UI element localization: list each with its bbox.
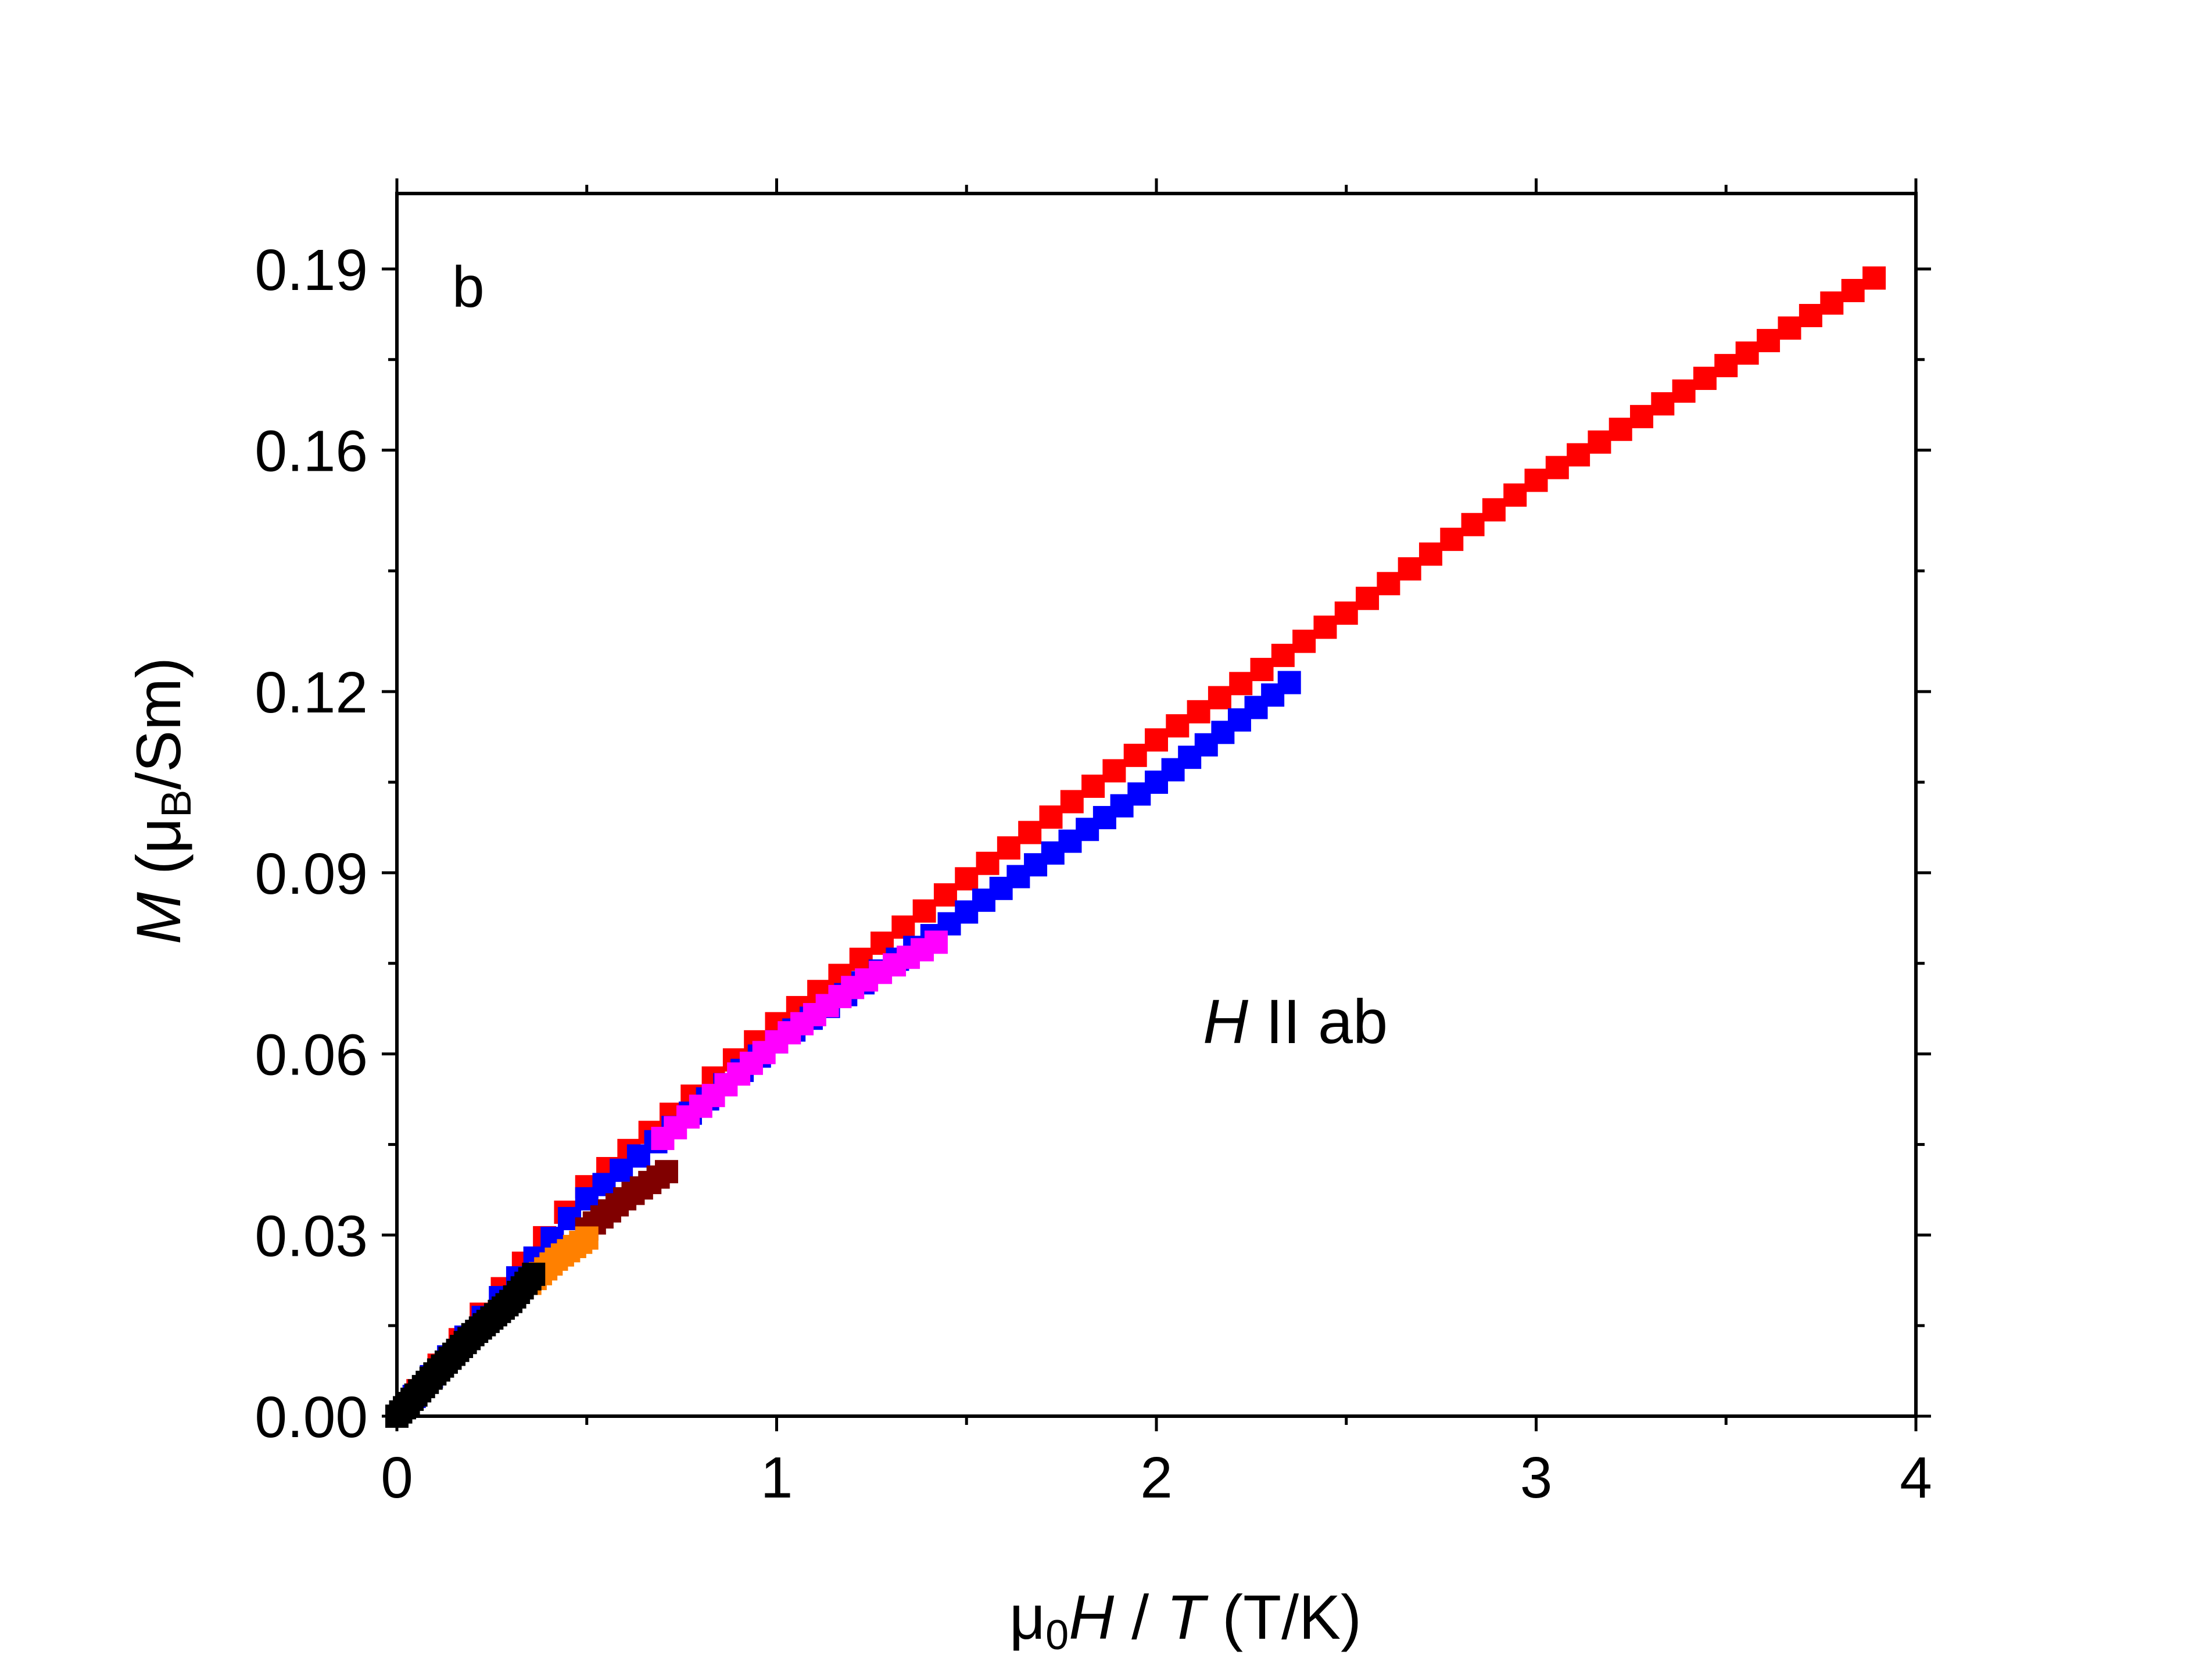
data-point bbox=[997, 836, 1020, 860]
data-point bbox=[1123, 743, 1147, 767]
series-blue bbox=[385, 671, 1301, 1428]
annotation-field: H bbox=[1203, 986, 1249, 1056]
x-tick-label: 0 bbox=[381, 1445, 413, 1510]
y-tick-label: 0.06 bbox=[255, 1023, 368, 1088]
plot-frame bbox=[395, 192, 1918, 1418]
data-point bbox=[1018, 821, 1042, 844]
y-title-pre: (μ bbox=[123, 818, 194, 892]
data-point bbox=[1229, 672, 1253, 696]
x-title-unit: (T/K) bbox=[1205, 1582, 1362, 1652]
panel-label: b bbox=[452, 255, 485, 320]
data-point bbox=[1418, 542, 1442, 566]
x-title-prefix: μ bbox=[1009, 1582, 1045, 1652]
data-point bbox=[1208, 686, 1231, 710]
data-point bbox=[1334, 601, 1358, 625]
annotation-text: II ab bbox=[1248, 986, 1388, 1056]
x-title-sub: 0 bbox=[1045, 1612, 1069, 1658]
y-tick-label: 0.19 bbox=[255, 238, 368, 303]
x-tick-label: 1 bbox=[761, 1445, 793, 1510]
data-point bbox=[1081, 774, 1105, 798]
tick-labels: 0 1 2 3 4 0.00 0.03 0.06 0.09 0.12 0.16 0.19 bbox=[255, 238, 1932, 1510]
series-maroon bbox=[575, 1160, 678, 1241]
orientation-annotation: H II ab bbox=[1203, 986, 1388, 1056]
data-point bbox=[1841, 278, 1865, 302]
data-point bbox=[654, 1160, 678, 1184]
data-point bbox=[924, 930, 948, 954]
y-axis-title: M (μB/Sm) bbox=[123, 657, 200, 944]
data-point bbox=[575, 1226, 599, 1250]
x-title-var1: H bbox=[1069, 1582, 1115, 1652]
series-black bbox=[385, 1262, 546, 1428]
data-points bbox=[385, 266, 1886, 1428]
data-point bbox=[976, 851, 1000, 875]
data-point bbox=[1145, 728, 1168, 752]
data-point bbox=[1524, 468, 1548, 492]
data-point bbox=[1482, 498, 1506, 522]
data-point bbox=[1166, 714, 1190, 738]
y-tick-label: 0.00 bbox=[255, 1385, 368, 1450]
data-point bbox=[955, 867, 979, 891]
data-point bbox=[1292, 629, 1316, 653]
data-point bbox=[1277, 671, 1301, 694]
y-tick-label: 0.03 bbox=[255, 1203, 368, 1269]
data-point bbox=[1398, 557, 1421, 581]
data-point bbox=[1609, 417, 1632, 441]
data-point bbox=[1588, 430, 1611, 454]
data-point bbox=[1820, 291, 1844, 315]
data-point bbox=[1440, 528, 1464, 551]
data-point bbox=[1356, 586, 1380, 610]
y-tick-label: 0.12 bbox=[255, 660, 368, 725]
y-tick-label: 0.16 bbox=[255, 419, 368, 484]
data-point bbox=[1503, 483, 1527, 507]
data-point bbox=[1714, 354, 1738, 378]
series-magenta bbox=[651, 930, 948, 1151]
data-point bbox=[1651, 392, 1675, 415]
data-point bbox=[1377, 572, 1400, 596]
x-title-var2: T bbox=[1166, 1582, 1209, 1652]
series-red bbox=[385, 266, 1886, 1428]
data-point bbox=[1271, 643, 1295, 667]
data-point bbox=[1060, 790, 1084, 814]
data-point bbox=[1102, 759, 1126, 783]
data-point bbox=[1862, 266, 1886, 290]
x-tick-label: 2 bbox=[1140, 1445, 1173, 1510]
data-point bbox=[1757, 329, 1781, 353]
data-point bbox=[1567, 443, 1590, 467]
data-point bbox=[1187, 700, 1210, 723]
data-point bbox=[1672, 379, 1696, 403]
axis-ticks bbox=[382, 178, 1931, 1431]
data-point bbox=[1778, 316, 1801, 340]
y-title-post: /Sm) bbox=[123, 657, 194, 790]
data-point bbox=[1630, 404, 1654, 428]
data-point bbox=[1461, 513, 1485, 536]
x-axis-title: μ0H / T (T/K) bbox=[1009, 1582, 1362, 1658]
data-point bbox=[1545, 456, 1569, 479]
data-point bbox=[1039, 805, 1063, 829]
data-point bbox=[1250, 658, 1274, 682]
y-title-sub: B bbox=[153, 790, 200, 818]
x-title-sep: / bbox=[1114, 1582, 1166, 1652]
data-point bbox=[1799, 304, 1822, 328]
data-point bbox=[1693, 367, 1717, 391]
data-point bbox=[1313, 615, 1337, 639]
data-point bbox=[1735, 341, 1759, 365]
data-point bbox=[522, 1262, 546, 1286]
y-tick-label: 0.09 bbox=[255, 841, 368, 907]
x-tick-label: 4 bbox=[1900, 1445, 1932, 1510]
data-point bbox=[912, 899, 936, 923]
x-tick-label: 3 bbox=[1520, 1445, 1553, 1510]
data-point bbox=[933, 883, 957, 907]
y-title-var: M bbox=[123, 892, 194, 944]
data-point bbox=[891, 915, 915, 939]
